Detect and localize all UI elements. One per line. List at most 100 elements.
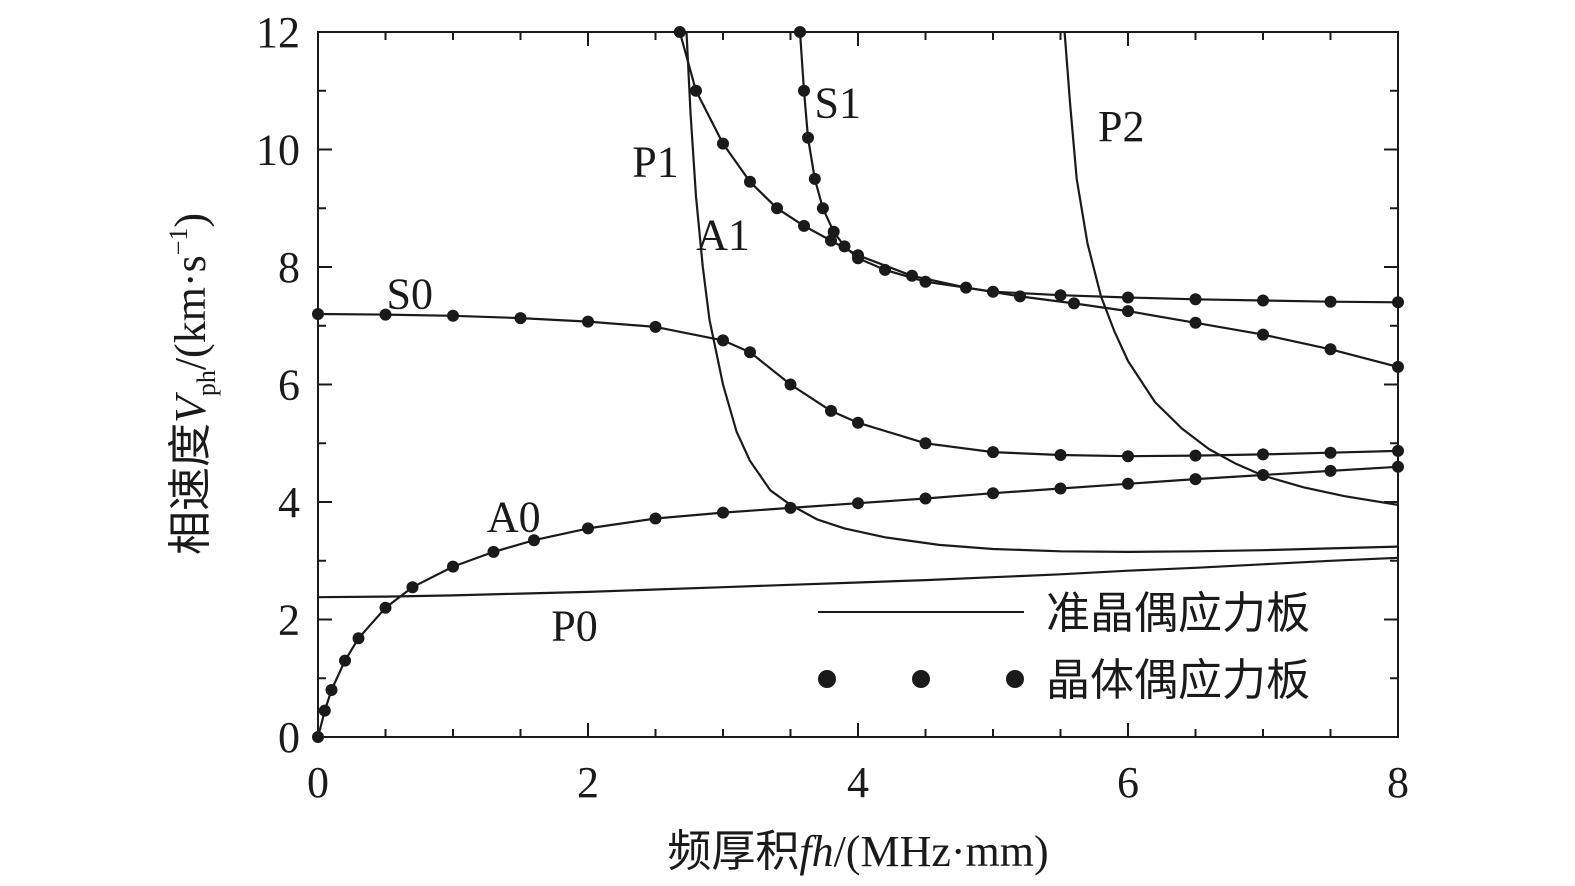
dot-s1 xyxy=(919,275,932,288)
dot-a0 xyxy=(1257,469,1269,481)
tick-labels: 0 2 4 6 8 0 2 4 6 8 10 12 xyxy=(256,8,1409,807)
y-tick-label: 0 xyxy=(278,713,300,762)
dot-s0 xyxy=(312,308,324,320)
dot-s0 xyxy=(744,346,756,359)
dot-s0 xyxy=(447,309,459,322)
dot-a0 xyxy=(406,581,419,594)
legend-dot-1 xyxy=(818,670,836,688)
dot-s0 xyxy=(1189,449,1202,462)
label-p1: P1 xyxy=(632,137,678,186)
curve-s0 xyxy=(317,312,1399,458)
curve-p0 xyxy=(317,556,1399,599)
dot-s1 xyxy=(1392,296,1404,309)
x-axis-unit: /(MHz·mm) xyxy=(834,827,1049,876)
dot-a0 xyxy=(784,501,797,514)
dot-a0 xyxy=(649,512,662,525)
dot-a0 xyxy=(919,492,932,505)
dot-s0 xyxy=(919,437,932,450)
label-s0: S0 xyxy=(387,269,433,318)
label-s1: S1 xyxy=(815,79,861,128)
y-axis-unit-superscript: −1 xyxy=(164,228,193,256)
dot-s0 xyxy=(825,404,837,417)
dot-s1 xyxy=(879,263,891,276)
dot-a0 xyxy=(987,487,999,500)
legend-label-quasicrystal: 准晶偶应力板 xyxy=(1046,588,1310,639)
dot-a1 xyxy=(717,137,729,150)
y-axis-title: 相速度Vph/(km·s−1) xyxy=(164,213,221,555)
dot-a0 xyxy=(379,601,392,614)
y-axis-unit: /(km·s xyxy=(166,255,215,370)
dot-s1 xyxy=(798,84,810,97)
dot-markers xyxy=(312,26,1404,743)
curve-p1 xyxy=(685,31,1399,553)
dot-s1 xyxy=(852,252,864,265)
y-axis-variable: V xyxy=(166,391,215,423)
dot-a0 xyxy=(528,534,540,547)
x-axis-title: 频厚积fh/(MHz·mm) xyxy=(667,826,1048,877)
dot-a1 xyxy=(960,281,972,294)
dot-s1 xyxy=(827,225,840,238)
dot-s1 xyxy=(1122,291,1134,304)
dot-a1 xyxy=(1392,360,1404,373)
dot-s0 xyxy=(784,378,797,391)
y-axis-variable-subscript: ph xyxy=(192,370,221,396)
label-a0: A0 xyxy=(487,493,541,542)
dot-a1 xyxy=(1014,290,1026,303)
dot-s0 xyxy=(649,320,662,333)
dot-a0 xyxy=(487,545,500,558)
x-axis-variable: fh xyxy=(799,827,833,876)
dot-s0 xyxy=(582,315,594,328)
dot-s0 xyxy=(987,446,999,459)
x-tick-label: 4 xyxy=(847,758,869,807)
x-tick-label: 0 xyxy=(307,758,329,807)
curve-a1 xyxy=(678,31,1399,368)
dot-s0 xyxy=(1122,450,1134,463)
dot-a1 xyxy=(1257,328,1269,341)
legend-label-crystal: 晶体偶应力板 xyxy=(1046,655,1310,706)
dot-s1 xyxy=(1189,293,1202,306)
axis-ticks xyxy=(317,31,1399,738)
dot-a0 xyxy=(852,497,864,510)
dot-a1 xyxy=(771,202,783,215)
y-tick-label: 8 xyxy=(278,243,300,292)
dot-a0 xyxy=(1392,460,1404,473)
dot-a0 xyxy=(318,704,331,717)
dot-s1 xyxy=(1324,295,1337,308)
dot-s1 xyxy=(987,285,999,298)
dot-a1 xyxy=(798,219,810,232)
y-axis-title-prefix: 相速度 xyxy=(165,423,216,555)
dot-s0 xyxy=(1054,449,1067,461)
x-axis-title-prefix: 频厚积 xyxy=(667,826,799,877)
dot-a0 xyxy=(1054,482,1067,495)
legend-dot-2 xyxy=(912,670,930,688)
dot-a1 xyxy=(673,26,686,38)
curve-annotations: P0 A0 S0 P1 A1 S1 P2 xyxy=(387,79,1145,651)
y-tick-label: 12 xyxy=(256,8,300,57)
legend: 准晶偶应力板 晶体偶应力板 xyxy=(818,588,1310,706)
dot-a0 xyxy=(582,522,594,535)
dot-s1 xyxy=(808,172,821,185)
y-tick-label: 4 xyxy=(278,478,300,527)
dot-a1 xyxy=(906,269,918,282)
dot-s0 xyxy=(852,416,864,429)
dot-s1 xyxy=(794,26,806,38)
dot-a0 xyxy=(1324,464,1337,477)
dot-a1 xyxy=(690,84,702,97)
dot-s1 xyxy=(1054,289,1067,302)
dot-a1 xyxy=(1324,343,1337,356)
dot-s0 xyxy=(379,308,392,321)
dot-a0 xyxy=(339,654,351,667)
dot-a0 xyxy=(1122,477,1134,490)
dot-s0 xyxy=(1392,444,1404,457)
curve-s1 xyxy=(798,31,1399,304)
dot-a0 xyxy=(352,632,365,645)
x-tick-label: 6 xyxy=(1117,758,1139,807)
dot-s1 xyxy=(816,202,829,215)
dot-a0 xyxy=(1189,473,1202,486)
label-p0: P0 xyxy=(551,601,597,650)
dot-a1 xyxy=(1068,297,1080,310)
dot-a1 xyxy=(1122,305,1134,318)
dot-s0 xyxy=(1324,446,1337,459)
dot-a1 xyxy=(1189,316,1202,329)
